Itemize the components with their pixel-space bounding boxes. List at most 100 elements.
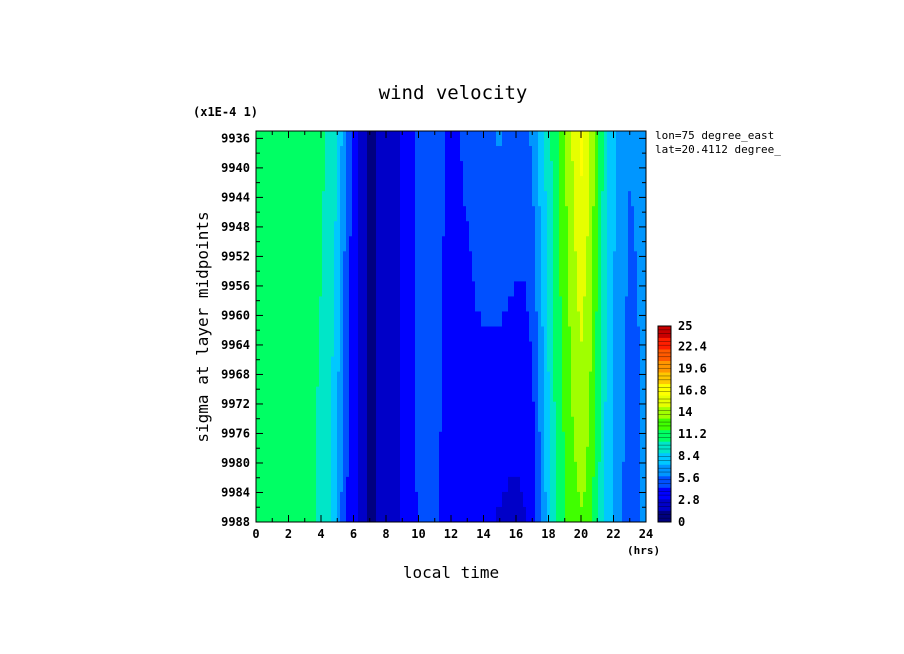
heatmap-cell <box>358 221 362 237</box>
heatmap-cell <box>601 176 605 192</box>
heatmap-cell <box>532 476 536 493</box>
heatmap-cell <box>499 311 503 328</box>
heatmap-cell <box>553 176 557 192</box>
heatmap-cell <box>277 386 281 403</box>
colorbar-swatch <box>658 326 671 338</box>
heatmap-cell <box>283 206 287 222</box>
heatmap-cell <box>472 326 476 343</box>
heatmap-cell <box>373 251 377 267</box>
heatmap-cell <box>457 326 461 343</box>
heatmap-cell <box>382 446 386 463</box>
heatmap-cell <box>517 506 521 522</box>
heatmap-cell <box>340 371 344 388</box>
heatmap-cell <box>556 281 560 298</box>
heatmap-cell <box>589 341 593 358</box>
heatmap-cell <box>547 146 551 162</box>
heatmap-cell <box>463 446 467 463</box>
heatmap-cell <box>337 311 341 328</box>
heatmap-cell <box>355 221 359 237</box>
heatmap-cell <box>280 356 284 373</box>
heatmap-cell <box>397 506 401 522</box>
heatmap-cell <box>544 131 548 147</box>
heatmap-cell <box>619 176 623 192</box>
heatmap-cell <box>508 401 512 418</box>
heatmap-cell <box>580 281 584 298</box>
heatmap-cell <box>475 371 479 388</box>
heatmap-cell <box>352 131 356 147</box>
heatmap-cell <box>484 236 488 252</box>
heatmap-cell <box>337 326 341 343</box>
heatmap-cell <box>487 161 491 177</box>
heatmap-cell <box>367 326 371 343</box>
heatmap-cell <box>562 161 566 177</box>
heatmap-cell <box>292 356 296 373</box>
heatmap-cell <box>319 266 323 282</box>
heatmap-cell <box>538 146 542 162</box>
heatmap-cell <box>313 221 317 237</box>
x-tick-label: 22 <box>606 527 620 541</box>
heatmap-cell <box>256 311 260 328</box>
heatmap-cell <box>481 461 485 478</box>
heatmap-cell <box>583 131 587 147</box>
heatmap-cell <box>445 446 449 463</box>
heatmap-cell <box>556 161 560 177</box>
heatmap-cell <box>505 221 509 237</box>
heatmap-cell <box>583 431 587 448</box>
heatmap-cell <box>511 296 515 313</box>
heatmap-cell <box>271 491 275 508</box>
heatmap-cell <box>271 326 275 343</box>
heatmap-cell <box>544 176 548 192</box>
heatmap-cell <box>553 446 557 463</box>
heatmap-cell <box>619 206 623 222</box>
heatmap-cell <box>268 221 272 237</box>
heatmap-cell <box>316 386 320 403</box>
heatmap-cell <box>445 431 449 448</box>
heatmap-cell <box>631 341 635 358</box>
heatmap-cell <box>385 146 389 162</box>
heatmap-cell <box>412 221 416 237</box>
heatmap-cell <box>301 491 305 508</box>
heatmap-cell <box>319 221 323 237</box>
heatmap-cell <box>391 266 395 282</box>
x-tick-label: 12 <box>444 527 458 541</box>
heatmap-cell <box>295 161 299 177</box>
heatmap-cell <box>490 176 494 192</box>
heatmap-cell <box>433 461 437 478</box>
heatmap-cell <box>427 386 431 403</box>
heatmap-cell <box>376 371 380 388</box>
heatmap-cell <box>604 311 608 328</box>
heatmap-cell <box>409 191 413 207</box>
heatmap-cell <box>355 236 359 252</box>
heatmap-cell <box>328 341 332 358</box>
heatmap-cell <box>433 446 437 463</box>
heatmap-cell <box>445 356 449 373</box>
heatmap-cell <box>463 161 467 177</box>
heatmap-cell <box>574 416 578 433</box>
heatmap-cell <box>454 191 458 207</box>
heatmap-cell <box>547 311 551 328</box>
heatmap-cell <box>523 311 527 328</box>
heatmap-cell <box>262 341 266 358</box>
heatmap-cell <box>619 131 623 147</box>
heatmap-cell <box>457 131 461 147</box>
heatmap-cell <box>496 161 500 177</box>
heatmap-cell <box>445 506 449 522</box>
heatmap-cell <box>400 356 404 373</box>
heatmap-cell <box>256 326 260 343</box>
heatmap-cell <box>433 416 437 433</box>
heatmap-cell <box>469 236 473 252</box>
heatmap-cell <box>592 341 596 358</box>
heatmap-cell <box>349 386 353 403</box>
heatmap-cell <box>340 356 344 373</box>
heatmap-cell <box>544 251 548 267</box>
heatmap-cell <box>643 236 646 252</box>
heatmap-cell <box>469 191 473 207</box>
heatmap-cell <box>502 221 506 237</box>
heatmap-cell <box>361 236 365 252</box>
heatmap-cell <box>280 461 284 478</box>
heatmap-cell <box>592 356 596 373</box>
heatmap-cell <box>604 386 608 403</box>
heatmap-cell <box>613 176 617 192</box>
heatmap-cell <box>358 236 362 252</box>
heatmap-cell <box>592 176 596 192</box>
